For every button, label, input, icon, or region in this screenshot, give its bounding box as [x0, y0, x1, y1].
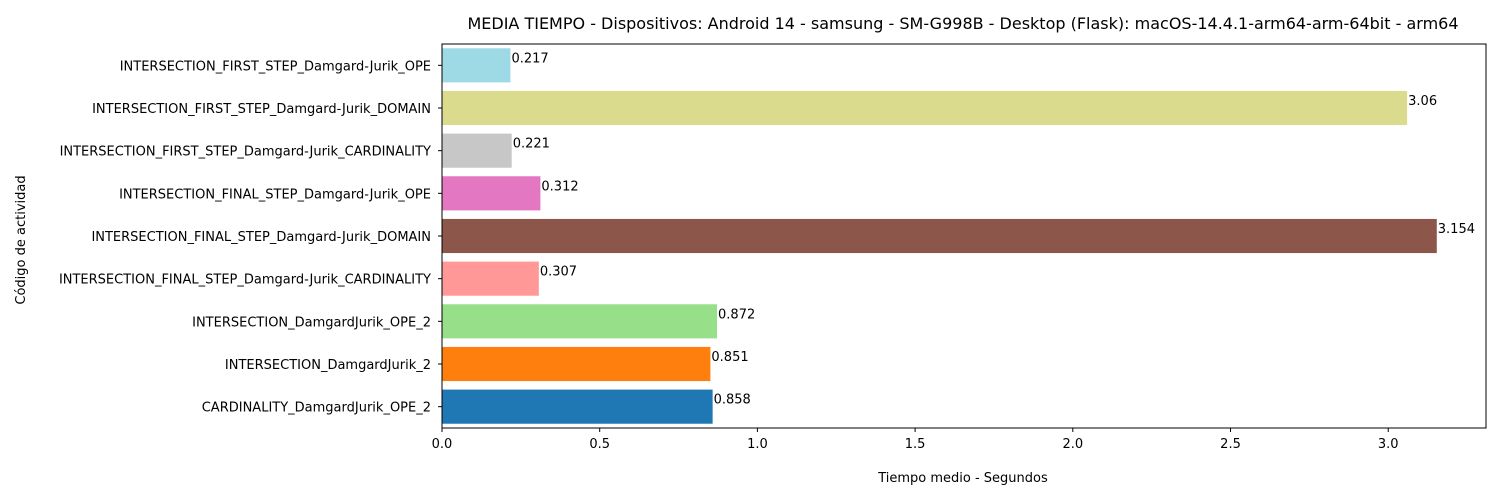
x-tick-label-5: 2.5 — [1220, 437, 1241, 452]
x-tick-label-1: 0.5 — [589, 437, 610, 452]
data-label-6: 0.221 — [513, 137, 550, 152]
data-label-2: 0.872 — [718, 307, 755, 322]
y-tick-label-2: INTERSECTION_DamgardJurik_OPE_2 — [192, 315, 431, 330]
y-tick-labels: CARDINALITY_DamgardJurik_OPE_2 INTERSECTI… — [59, 59, 442, 416]
data-label-4: 3.154 — [1438, 222, 1475, 237]
x-tick-label-0: 0.0 — [432, 437, 453, 452]
y-tick-label-5: INTERSECTION_FINAL_STEP_Damgard-Jurik_OP… — [119, 187, 431, 202]
bar-4 — [442, 218, 1437, 254]
bar-1 — [442, 346, 711, 382]
chart-title: MEDIA TIEMPO - Dispositivos: Android 14 … — [467, 14, 1458, 33]
bar-3 — [442, 261, 539, 296]
bar-5 — [442, 176, 541, 211]
data-label-5: 0.312 — [541, 179, 578, 194]
y-tick-label-8: INTERSECTION_FIRST_STEP_Damgard-Jurik_OP… — [120, 59, 431, 74]
y-tick-label-1: INTERSECTION_DamgardJurik_2 — [225, 358, 431, 373]
data-label-8: 0.217 — [511, 51, 548, 66]
y-tick-label-4: INTERSECTION_FINAL_STEP_Damgard-Jurik_DO… — [91, 230, 431, 245]
bar-7 — [442, 90, 1408, 126]
plot-frame — [441, 43, 1487, 429]
x-tick-label-3: 1.5 — [905, 437, 926, 452]
bar-0 — [442, 389, 713, 424]
data-label-1: 0.851 — [711, 350, 748, 365]
bar-6 — [442, 133, 512, 168]
y-tick-label-7: INTERSECTION_FIRST_STEP_Damgard-Jurik_DO… — [92, 102, 431, 117]
x-axis-label: Tiempo medio - Segundos — [877, 471, 1048, 486]
y-tick-label-6: INTERSECTION_FIRST_STEP_Damgard-Jurik_CA… — [60, 145, 431, 160]
x-tick-label-6: 3.0 — [1378, 437, 1399, 452]
y-axis-label: Código de actividad — [14, 175, 29, 304]
data-label-0: 0.858 — [714, 393, 751, 408]
y-tick-label-3: INTERSECTION_FINAL_STEP_Damgard-Jurik_CA… — [59, 273, 431, 288]
bars-group: 0.858 0.851 0.872 0.307 3.154 0.312 0.221 3.06 0… — [442, 48, 1475, 424]
data-label-3: 0.307 — [540, 265, 577, 280]
x-ticks: 0.0 0.5 1.0 1.5 2.0 2.5 3.0 — [432, 428, 1399, 452]
data-label-7: 3.06 — [1408, 94, 1437, 109]
bar-8 — [442, 48, 511, 83]
x-tick-label-2: 1.0 — [747, 437, 768, 452]
x-tick-label-4: 2.0 — [1062, 437, 1083, 452]
y-tick-label-0: CARDINALITY_DamgardJurik_OPE_2 — [202, 401, 431, 416]
bar-2 — [442, 304, 718, 339]
